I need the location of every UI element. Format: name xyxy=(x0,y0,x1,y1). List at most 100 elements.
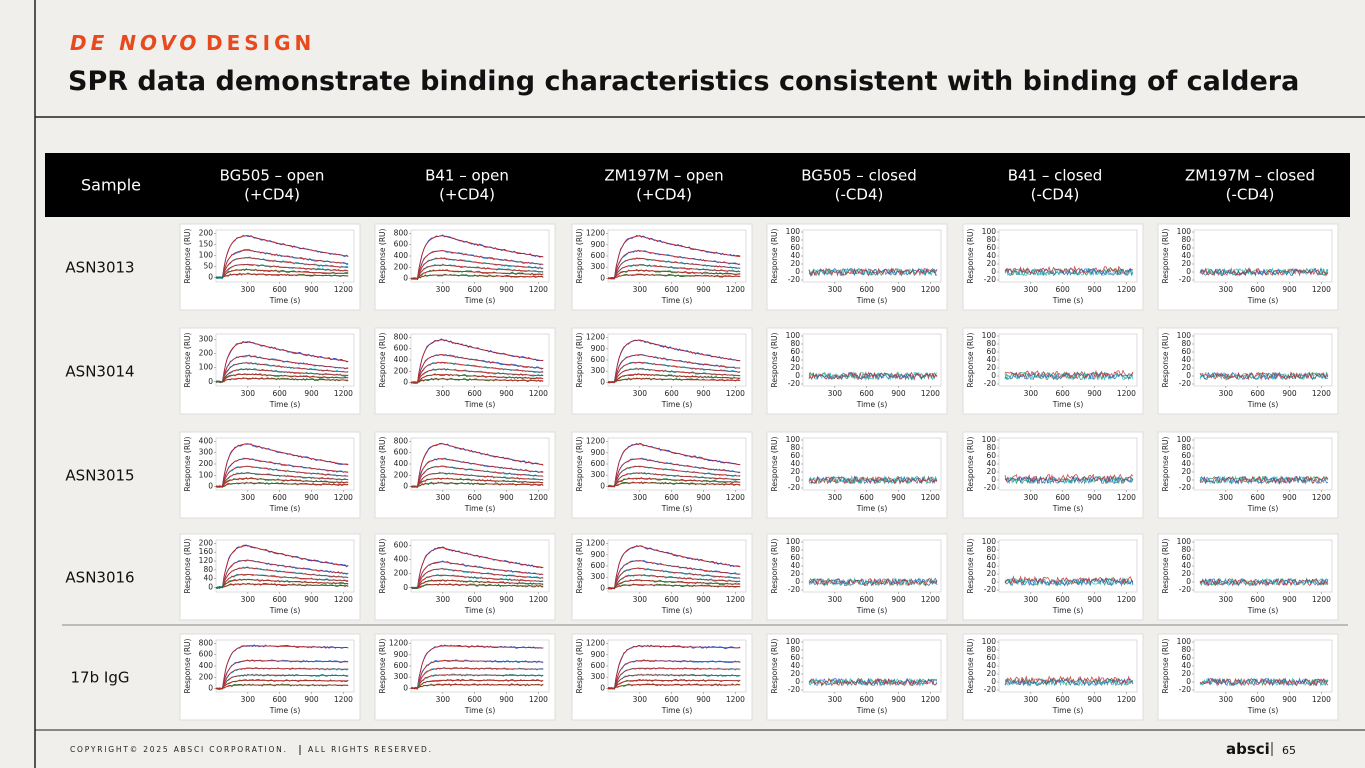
x-tick-label: 600 xyxy=(665,695,680,704)
x-tick-label: 900 xyxy=(304,285,319,294)
x-tick-label: 1200 xyxy=(529,595,548,604)
sensorgram-fit xyxy=(411,378,544,383)
y-axis-label: Response (RU) xyxy=(575,638,584,693)
y-tick-label: 0 xyxy=(991,475,996,484)
x-tick-label: 1200 xyxy=(921,595,940,604)
x-tick-label: 900 xyxy=(1087,493,1102,502)
x-tick-label: 1200 xyxy=(726,285,745,294)
row-label: ASN3016 xyxy=(65,569,134,587)
row-label: ASN3013 xyxy=(65,259,134,277)
sensorgram-fit xyxy=(608,368,741,383)
x-axis-label: Time (s) xyxy=(1247,606,1279,615)
x-tick-label: 1200 xyxy=(334,389,353,398)
x-axis-label: Time (s) xyxy=(1247,504,1279,513)
brand: absci xyxy=(1226,740,1270,758)
x-tick-label: 300 xyxy=(1219,493,1234,502)
x-axis-label: Time (s) xyxy=(269,706,301,715)
sensorgram-fit xyxy=(608,269,741,279)
y-tick-label: 80 xyxy=(790,443,800,452)
sensorgram-fit xyxy=(608,477,741,487)
x-tick-label: 300 xyxy=(436,389,451,398)
sensorgram-trace xyxy=(1004,575,1134,585)
sensorgram-trace xyxy=(1199,267,1329,277)
x-tick-label: 600 xyxy=(1251,389,1266,398)
sensorgram-fit xyxy=(411,482,544,487)
y-tick-label: 40 xyxy=(1181,355,1191,364)
x-tick-label: 600 xyxy=(1056,389,1071,398)
x-tick-label: 600 xyxy=(665,285,680,294)
sensorgram-trace xyxy=(1004,369,1134,379)
x-tick-label: 900 xyxy=(499,285,514,294)
x-tick-label: 1200 xyxy=(1312,595,1331,604)
x-tick-label: 600 xyxy=(273,493,288,502)
x-axis-label: Time (s) xyxy=(1247,706,1279,715)
y-tick-label: 400 xyxy=(394,251,409,260)
x-tick-label: 300 xyxy=(828,695,843,704)
x-axis-label: Time (s) xyxy=(856,400,888,409)
x-tick-label: 600 xyxy=(1056,493,1071,502)
y-tick-label: 100 xyxy=(982,331,997,340)
y-tick-label: 0 xyxy=(795,371,800,380)
sensorgram-fit xyxy=(411,458,544,487)
x-tick-label: 1200 xyxy=(726,389,745,398)
sensorgram-trace xyxy=(808,267,938,277)
sensorgram-fit xyxy=(216,235,349,278)
sensorgram-fit xyxy=(608,584,741,589)
y-axis-label: Response (RU) xyxy=(966,436,975,491)
x-axis-label: Time (s) xyxy=(464,706,496,715)
x-axis-label: Time (s) xyxy=(1247,296,1279,305)
x-axis-label: Time (s) xyxy=(464,504,496,513)
y-tick-label: 200 xyxy=(199,459,214,468)
y-tick-label: 0 xyxy=(1186,475,1191,484)
x-tick-label: 300 xyxy=(828,595,843,604)
chart-panel xyxy=(1157,533,1339,621)
sensorgram-trace xyxy=(216,559,349,589)
y-tick-label: -20 xyxy=(788,585,800,594)
sensorgram-fit xyxy=(216,482,349,487)
sensorgram-fit xyxy=(216,257,349,278)
x-axis-label: Time (s) xyxy=(1247,400,1279,409)
x-axis-label: Time (s) xyxy=(269,296,301,305)
y-tick-label: 0 xyxy=(403,583,408,592)
sensorgram-fit xyxy=(411,339,544,383)
x-axis-label: Time (s) xyxy=(661,504,693,513)
y-axis-label: Response (RU) xyxy=(183,436,192,491)
sensorgram-fit xyxy=(216,478,349,487)
y-tick-label: 40 xyxy=(1181,661,1191,670)
y-tick-label: 100 xyxy=(982,435,997,444)
x-tick-label: 1200 xyxy=(334,695,353,704)
y-axis-label: Response (RU) xyxy=(378,228,387,283)
sensorgram-trace xyxy=(1004,265,1134,275)
x-tick-label: 900 xyxy=(499,595,514,604)
x-tick-label: 900 xyxy=(1087,695,1102,704)
y-tick-label: 800 xyxy=(199,638,214,647)
y-axis-label: Response (RU) xyxy=(966,638,975,693)
y-tick-label: 0 xyxy=(403,482,408,491)
sensorgram-fit xyxy=(216,583,349,588)
y-tick-label: 300 xyxy=(591,262,606,271)
x-tick-label: 1200 xyxy=(1312,695,1331,704)
y-tick-label: 60 xyxy=(986,347,996,356)
sensorgram-fit xyxy=(411,443,544,487)
y-tick-label: 0 xyxy=(600,377,605,386)
x-axis-label: Time (s) xyxy=(1052,504,1084,513)
chart-panel xyxy=(766,223,948,311)
sensorgram-fit xyxy=(411,679,544,689)
x-tick-label: 900 xyxy=(1282,695,1297,704)
y-tick-label: -20 xyxy=(788,483,800,492)
x-tick-label: 600 xyxy=(860,389,875,398)
y-tick-label: 120 xyxy=(199,556,214,565)
y-tick-label: 0 xyxy=(795,267,800,276)
sensorgram-trace xyxy=(1199,371,1329,381)
y-tick-label: -20 xyxy=(1179,585,1191,594)
sensorgram-fit xyxy=(411,561,544,589)
y-tick-label: 800 xyxy=(394,332,409,341)
sensorgram-fit xyxy=(216,443,349,487)
y-tick-label: 300 xyxy=(591,366,606,375)
y-tick-label: 0 xyxy=(991,577,996,586)
y-tick-label: 60 xyxy=(986,243,996,252)
y-tick-label: 900 xyxy=(591,240,606,249)
y-tick-label: 0 xyxy=(403,274,408,283)
x-tick-label: 600 xyxy=(1056,285,1071,294)
x-tick-label: 300 xyxy=(1024,389,1039,398)
